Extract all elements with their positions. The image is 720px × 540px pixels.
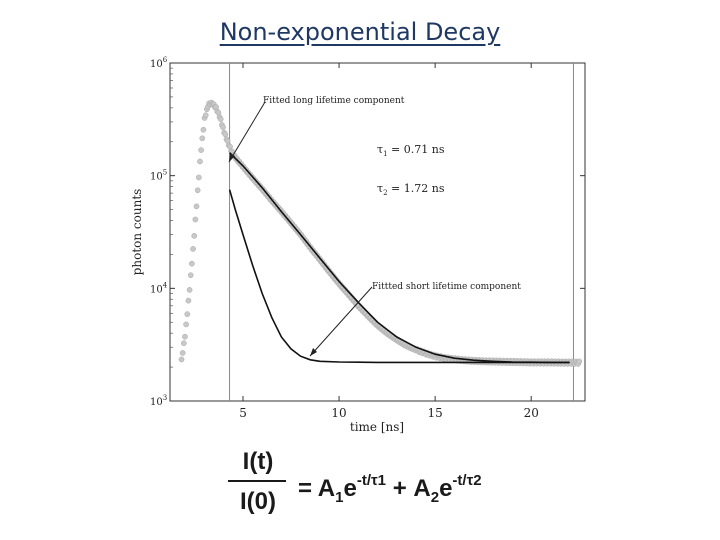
data-point [576,358,583,365]
data-point [183,321,189,328]
data-point [186,287,193,293]
x-axis-label: time [ns] [350,420,404,434]
data-point [180,340,187,347]
short-component-label: Fittted short lifetime component [372,282,521,292]
formula-e1: e [343,475,357,502]
data-point [187,272,194,279]
data-point [197,158,203,165]
y-tick-label: 106 [150,56,168,70]
x-tick-label: 5 [239,406,247,420]
tau2-annotation: τ2 = 1.72 ns [377,182,445,197]
plot-frame [169,62,586,402]
data-point [185,297,192,304]
formula-a1-sub: 1 [335,488,344,506]
data-point [178,356,185,363]
y-axis-label: photon counts [130,189,144,276]
fraction-bar [228,480,286,482]
data-point [217,116,224,123]
tau1-annotation: τ1 = 0.71 ns [377,143,445,158]
data-point [220,124,226,131]
x-tick-label: 15 [427,406,442,420]
y-tick-label: 104 [150,281,168,295]
formula-denominator: I(0) [240,488,276,515]
svg-text:τ2 = 1.72 ns: τ2 = 1.72 ns [377,182,445,197]
data-point [199,135,206,142]
data-point [191,232,198,239]
fitted-short-component-line [228,189,570,364]
formula-a2-sub: 2 [430,488,440,506]
short-component-arrow [309,286,373,357]
long-component-arrow [228,101,266,163]
data-point [195,174,202,181]
x-tick-label: 20 [524,406,539,420]
formula-e2: e [439,475,453,502]
slide-title: Non-exponential Decay [219,18,501,46]
formula-exp1: -t/τ1 [356,472,387,489]
formula-numerator: I(t) [242,448,274,475]
data-point [182,333,188,340]
formula-exp2: -t/τ2 [452,472,482,489]
data-point [192,216,199,223]
formula-right-side: = A1e-t/τ1 + A2e-t/τ2 [298,472,482,506]
data-point [179,350,186,356]
y-tick-label: 105 [150,169,167,183]
data-point [184,311,191,317]
intensity-ratio: I(t) I(0) [228,448,288,516]
short-component-arrowhead [310,348,317,356]
formula-plus-a: + A [386,475,431,502]
long-component-arrowhead [229,153,235,162]
x-tick-label: 10 [331,406,346,420]
data-point [189,260,195,267]
long-component-label: Fitted long lifetime component [263,96,405,106]
data-point [193,203,200,210]
data-point [200,126,207,133]
data-point [190,246,196,252]
data-point [222,131,229,138]
y-tick-label: 103 [150,394,167,408]
data-point [194,187,201,194]
svg-text:τ1 = 0.71 ns: τ1 = 0.71 ns [377,143,445,158]
data-point [202,112,209,119]
data-point [198,147,204,153]
formula-eq-a: = A [298,475,336,502]
